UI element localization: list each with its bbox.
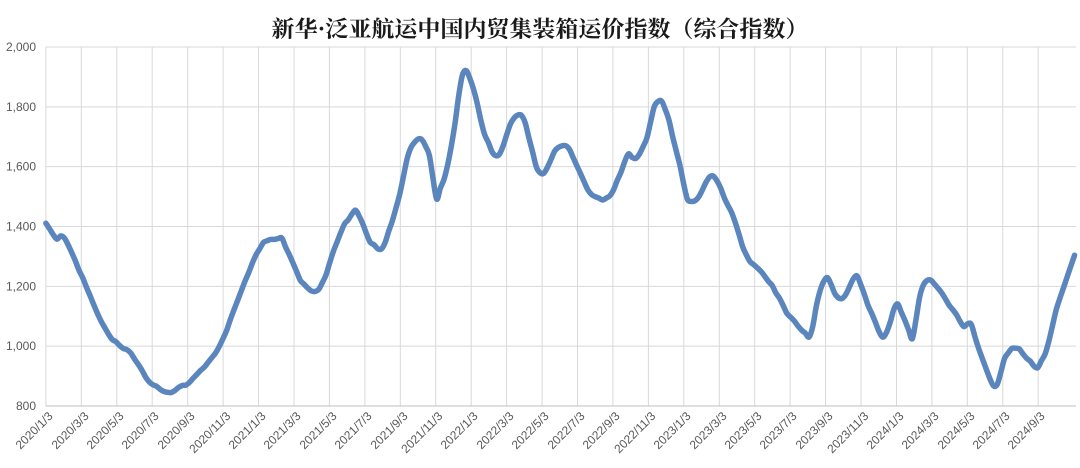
svg-text:1,600: 1,600 [6,160,36,174]
svg-text:1,800: 1,800 [6,100,36,114]
svg-text:1,000: 1,000 [6,339,36,353]
svg-text:1,200: 1,200 [6,279,36,293]
svg-text:800: 800 [16,399,36,413]
svg-text:2,000: 2,000 [6,40,36,54]
svg-text:1,400: 1,400 [6,220,36,234]
